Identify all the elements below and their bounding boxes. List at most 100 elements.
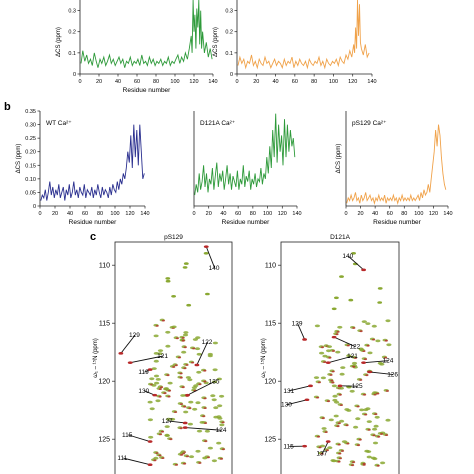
y-tick-label: 0.2	[225, 30, 233, 36]
cross-peak	[147, 400, 153, 404]
annotated-peak	[118, 352, 124, 355]
annotation-label: 140	[209, 265, 220, 272]
cross-peak-overlay	[367, 429, 371, 431]
cross-peak-overlay	[174, 464, 179, 466]
cross-peak	[385, 319, 391, 323]
cross-peak	[330, 459, 336, 462]
x-tick-label: 140	[292, 211, 301, 217]
cross-peak-overlay	[352, 461, 356, 464]
cross-peak-overlay	[336, 425, 340, 428]
cross-peak-overlay	[337, 443, 341, 446]
x-tick-label: 80	[153, 79, 159, 85]
cross-peak-overlay	[351, 464, 355, 467]
annotation-label: 121	[347, 353, 358, 360]
cross-peak	[367, 351, 373, 355]
cross-peak-overlay	[385, 390, 389, 392]
cross-peak-overlay	[352, 365, 356, 368]
cross-peak	[196, 352, 202, 356]
cross-peak	[363, 408, 369, 412]
x-tick-label: 0	[235, 79, 238, 85]
cross-peak-overlay	[221, 448, 226, 451]
cross-peak	[153, 456, 159, 460]
cross-peak	[165, 279, 171, 283]
cross-peak-overlay	[338, 452, 342, 455]
chart-b3: 0 20 40 60 80 100 120 140 ΔCS (ppm) Residue numbe…	[336, 111, 453, 226]
cross-peak-overlay	[155, 325, 159, 327]
cross-peak	[155, 378, 161, 381]
cross-peak-overlay	[331, 370, 335, 373]
x-tick-label: 0	[78, 79, 81, 85]
cross-peak	[355, 417, 361, 421]
annotation-line	[185, 427, 222, 431]
spectrum-frame	[114, 241, 233, 474]
cross-peak-overlay	[330, 379, 334, 382]
cross-peak	[157, 349, 164, 352]
cross-peak	[372, 427, 378, 431]
spectrum-title: pS129	[164, 234, 183, 241]
cross-peak	[207, 446, 213, 450]
x-tick-label: 140	[443, 211, 452, 217]
annotated-peak	[194, 363, 200, 367]
cross-peak	[339, 372, 345, 376]
series-line	[346, 124, 447, 206]
cross-peak-overlay	[203, 407, 207, 409]
cross-peak	[349, 389, 355, 393]
cross-peak	[167, 381, 173, 385]
annotated-peak	[152, 393, 158, 397]
cross-peak	[180, 394, 186, 397]
cross-peak-overlay	[185, 455, 190, 458]
cross-peak-overlay	[356, 444, 361, 447]
cross-peak	[361, 320, 367, 323]
y-tick-label: 0.25	[25, 136, 36, 142]
y-tick-label: 125	[264, 437, 276, 444]
cross-peak-overlay	[364, 413, 368, 416]
x-tick-label: 120	[189, 79, 198, 85]
cross-peak	[377, 287, 383, 290]
cross-peak-overlay	[336, 331, 340, 333]
cross-peak-overlay	[358, 438, 362, 441]
annotated-peak	[302, 444, 307, 448]
cross-peak	[153, 374, 160, 378]
x-tick-label: 20	[96, 79, 102, 85]
cross-peak-overlay	[329, 374, 333, 376]
cross-peak-overlay	[198, 383, 202, 386]
annotation-label: 129	[292, 321, 303, 328]
cross-peak	[204, 429, 210, 433]
cross-peak-overlay	[345, 424, 349, 427]
cross-peak	[326, 345, 332, 348]
y-tick-label: 0	[230, 72, 233, 78]
annotation-label: 130	[281, 402, 292, 409]
annotation-label: 130	[138, 388, 149, 395]
cross-peak-overlay	[324, 431, 328, 433]
cross-peak-overlay	[203, 397, 207, 400]
x-tick-label: 60	[82, 211, 88, 217]
annotated-peak	[185, 393, 190, 397]
cross-peak	[377, 361, 383, 365]
x-tick-label: 120	[278, 211, 287, 217]
y-tick-label: 0.15	[25, 163, 36, 169]
cross-peak	[205, 292, 210, 296]
cross-peak-overlay	[206, 456, 210, 459]
cross-peak-overlay	[346, 344, 350, 347]
y-axis-label: ΔCS (ppm)	[213, 27, 219, 57]
cross-peak-overlay	[338, 393, 342, 396]
cross-peak-overlay	[321, 417, 325, 420]
cross-peak	[185, 376, 191, 379]
cross-peak	[187, 422, 193, 426]
cross-peak-overlay	[219, 458, 224, 460]
cross-peak-overlay	[331, 350, 336, 352]
spectrum-c1: pS129 110 115 120 125 ω₁ – ¹⁵N (ppm) 140 129 121…	[92, 234, 233, 474]
y-tick-label: 0.05	[25, 190, 36, 196]
cross-peak-overlay	[160, 430, 165, 433]
y-tick-label: 0	[33, 204, 36, 210]
cross-peak-overlay	[180, 454, 184, 456]
series-line	[80, 0, 213, 68]
cross-peak	[165, 344, 171, 348]
annotation-line	[321, 441, 329, 454]
y-tick-label: 110	[99, 263, 110, 270]
spectrum-frame	[280, 241, 400, 474]
x-tick-label: 60	[292, 79, 298, 85]
cross-peak-overlay	[359, 379, 363, 381]
annotation-line	[167, 420, 186, 424]
y-tick-label: 0.2	[68, 30, 76, 36]
